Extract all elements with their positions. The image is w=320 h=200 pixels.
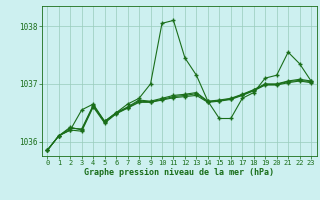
X-axis label: Graphe pression niveau de la mer (hPa): Graphe pression niveau de la mer (hPa) xyxy=(84,168,274,177)
